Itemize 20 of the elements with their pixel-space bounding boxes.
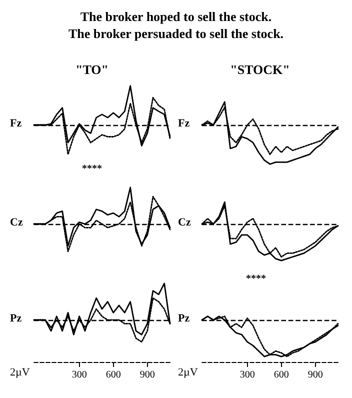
text: The broker persuaded to sell the stock. [67,25,285,42]
x-tick-label: 900 [140,370,155,380]
y-axis-title: Fz [10,118,22,130]
y-axis-title: Cz [10,216,23,228]
text: **** [82,164,102,174]
text: 2µV [178,366,198,378]
y-axis-title: Pz [178,312,190,324]
chart-title: "TO" [76,62,108,77]
x-tick-label: 900 [308,370,323,380]
y-axis-title: Cz [178,216,191,228]
y-axis-title: Pz [10,312,22,324]
chart-title: "STOCK" [230,62,290,77]
x-tick-label: 600 [106,370,121,380]
x-tick-label: 300 [72,370,87,380]
text: **** [246,274,266,284]
y-axis-title: Fz [178,118,190,130]
text: 2µV [10,366,30,378]
x-tick-label: 300 [240,370,255,380]
x-tick-label: 600 [274,370,289,380]
text: The broker hoped to sell the stock. [79,8,273,25]
